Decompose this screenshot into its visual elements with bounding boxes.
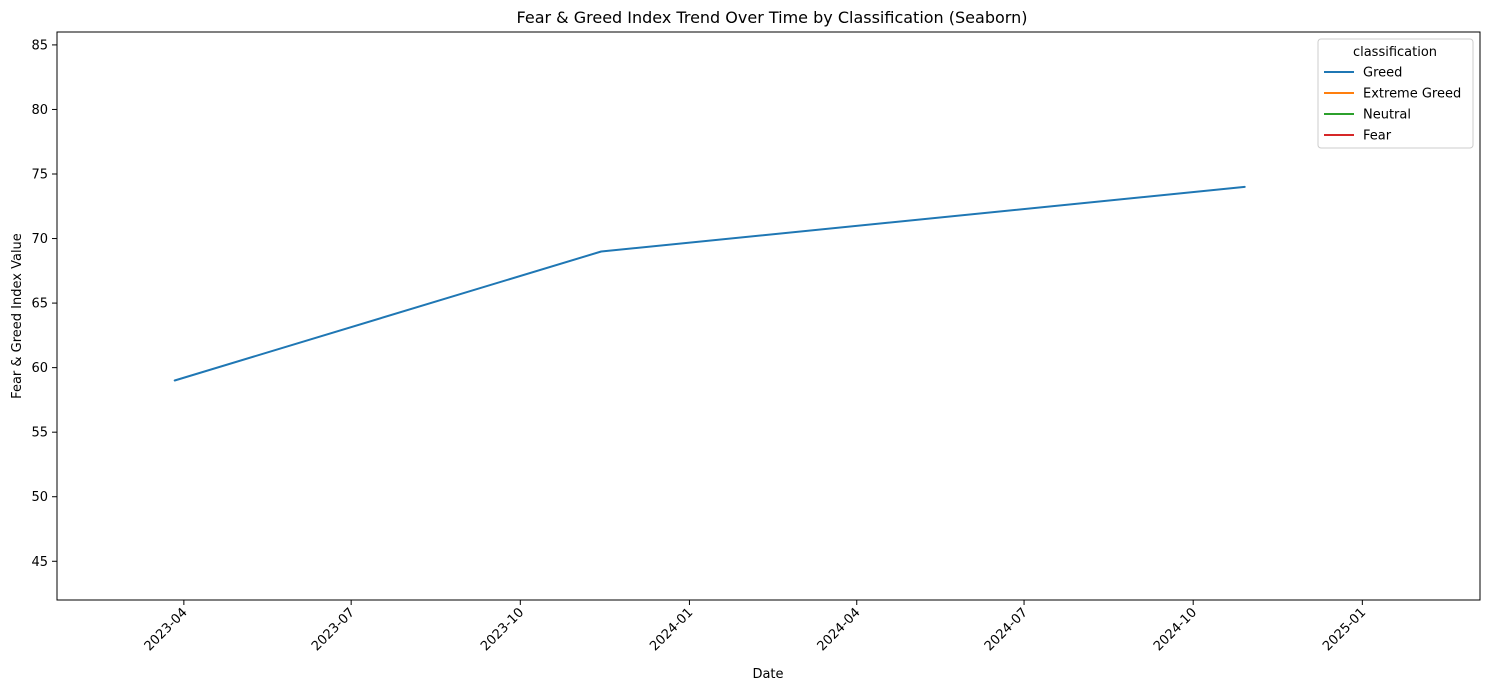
y-axis: 45 50 55 60 65 70 75 80 85 [31,38,57,570]
x-tick-label: 2024-01 [647,605,696,654]
y-tick-label: 65 [31,297,48,312]
series-lines [173,185,1246,382]
x-tick-label: 2023-04 [142,605,191,654]
legend-label-neutral: Neutral [1363,108,1411,123]
x-tick-label: 2023-10 [478,605,527,654]
y-tick-label: 80 [31,103,48,118]
y-axis-label: Fear & Greed Index Value [10,233,25,399]
x-tick-label: 2024-07 [982,605,1031,654]
x-tick-label: 2024-04 [815,605,864,654]
x-tick-label: 2024-10 [1151,605,1200,654]
x-tick-label: 2025-01 [1320,605,1369,654]
chart-title: Fear & Greed Index Trend Over Time by Cl… [517,8,1028,27]
plot-area [56,31,1481,601]
y-tick-label: 50 [31,490,48,505]
legend-label-fear: Fear [1363,129,1392,144]
y-tick-label: 75 [31,168,48,183]
legend-label-extreme-greed: Extreme Greed [1363,87,1461,102]
x-axis-label: Date [752,667,783,682]
x-axis: 2023-04 2023-07 2023-10 2024-01 2024-04 2024-… [142,600,1369,654]
legend-box [1317,38,1474,149]
y-tick-label: 45 [31,555,48,570]
y-tick-label: 55 [31,426,48,441]
y-tick-label: 60 [31,361,48,376]
legend-label-greed: Greed [1363,66,1402,81]
legend: classification Greed Extreme Greed Neutral… [1317,38,1474,149]
legend-title: classification [1353,45,1437,60]
series-line-greed [173,185,1246,382]
plot-frame [56,31,1481,601]
x-tick-label: 2023-07 [309,605,358,654]
y-tick-label: 70 [31,232,48,247]
y-tick-label: 85 [31,38,48,53]
